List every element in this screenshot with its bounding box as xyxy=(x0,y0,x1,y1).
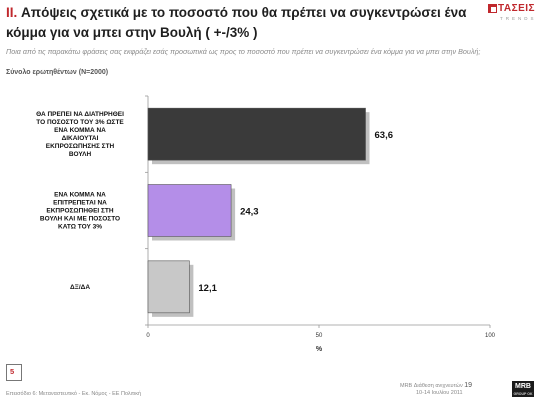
x-tick-label: 0 xyxy=(146,333,150,339)
title-line-1: Απόψεις σχετικά με το ποσοστό που θα πρέ… xyxy=(21,5,467,20)
category-label: ΔΞ/ΔΑ xyxy=(70,284,90,291)
bar-1 xyxy=(147,107,366,161)
section-number: II. xyxy=(6,5,18,20)
category-label: ΕΚΠΡΟΣΩΠΗΣΗΣ ΣΤΗ xyxy=(46,143,115,150)
question-text: Ποια από τις παρακάτω φράσεις σας εκφράζ… xyxy=(6,47,481,56)
category-label: ΔΙΚΑΙΟΥΤΑΙ xyxy=(62,135,99,142)
category-label: ΕΠΙΤΡΕΠΕΤΑΙ ΝΑ xyxy=(53,200,107,207)
category-label: ΚΑΤΩ ΤΟΥ 3% xyxy=(58,224,102,231)
page-number: 5 xyxy=(10,367,15,376)
tasis-logo: ΤΑΣΕΙΣ TRENDS xyxy=(488,3,536,26)
x-tick-label: 100 xyxy=(485,333,496,339)
footer-date: 10-14 Ιουλίου 2011 xyxy=(416,390,463,396)
title-line-2: κόμμα για να μπει στην Βουλή ( +-/3% ) xyxy=(6,25,258,40)
page-number-box xyxy=(6,364,22,381)
x-axis-title: % xyxy=(316,346,323,353)
category-label: ΕΝΑ ΚΟΜΜΑ ΝΑ xyxy=(54,127,106,134)
logo-sub: TRENDS xyxy=(500,16,537,21)
category-label: ΕΚΠΡΟΣΩΠΗΘΕΙ ΣΤΗ xyxy=(46,208,113,215)
footer-page-number: 19 xyxy=(464,382,473,389)
bar-value-label: 24,3 xyxy=(240,207,259,218)
bar-value-label: 63,6 xyxy=(375,130,394,141)
footer-right-text: MRB Διάθεση ανιχνευτών 19 xyxy=(400,382,473,389)
x-tick-label: 50 xyxy=(316,333,323,339)
base-text: Σύνολο ερωτηθέντων (N=2000) xyxy=(6,69,109,76)
category-label: ΤΟ ΠΟΣΟΣΤΟ ΤΟΥ 3% ΩΣΤΕ xyxy=(36,119,124,126)
bar-value-label: 12,1 xyxy=(198,283,217,294)
page-title: II. Απόψεις σχετικά με το ποσοστό που θα… xyxy=(6,3,476,43)
category-label: ΒΟΥΛΗ ΚΑΙ ΜΕ ΠΟΣΟΣΤΟ xyxy=(40,216,120,223)
logo-word: ΤΑΣΕΙΣ xyxy=(498,3,536,14)
bar-3 xyxy=(147,260,190,314)
mrb-logo: MRB GROUP OK xyxy=(512,381,534,397)
category-label: ΒΟΥΛΗ xyxy=(69,151,92,158)
footer-left-text: Επεισόδιο 6: Μεταναστευτικό - Εκ. Νόμος … xyxy=(6,391,142,397)
category-label: ΕΝΑ ΚΟΜΜΑ ΝΑ xyxy=(54,192,106,199)
bar-2 xyxy=(147,184,232,237)
category-label: ΘΑ ΠΡΕΠΕΙ ΝΑ ΔΙΑΤΗΡΗΘΕΙ xyxy=(36,111,124,118)
